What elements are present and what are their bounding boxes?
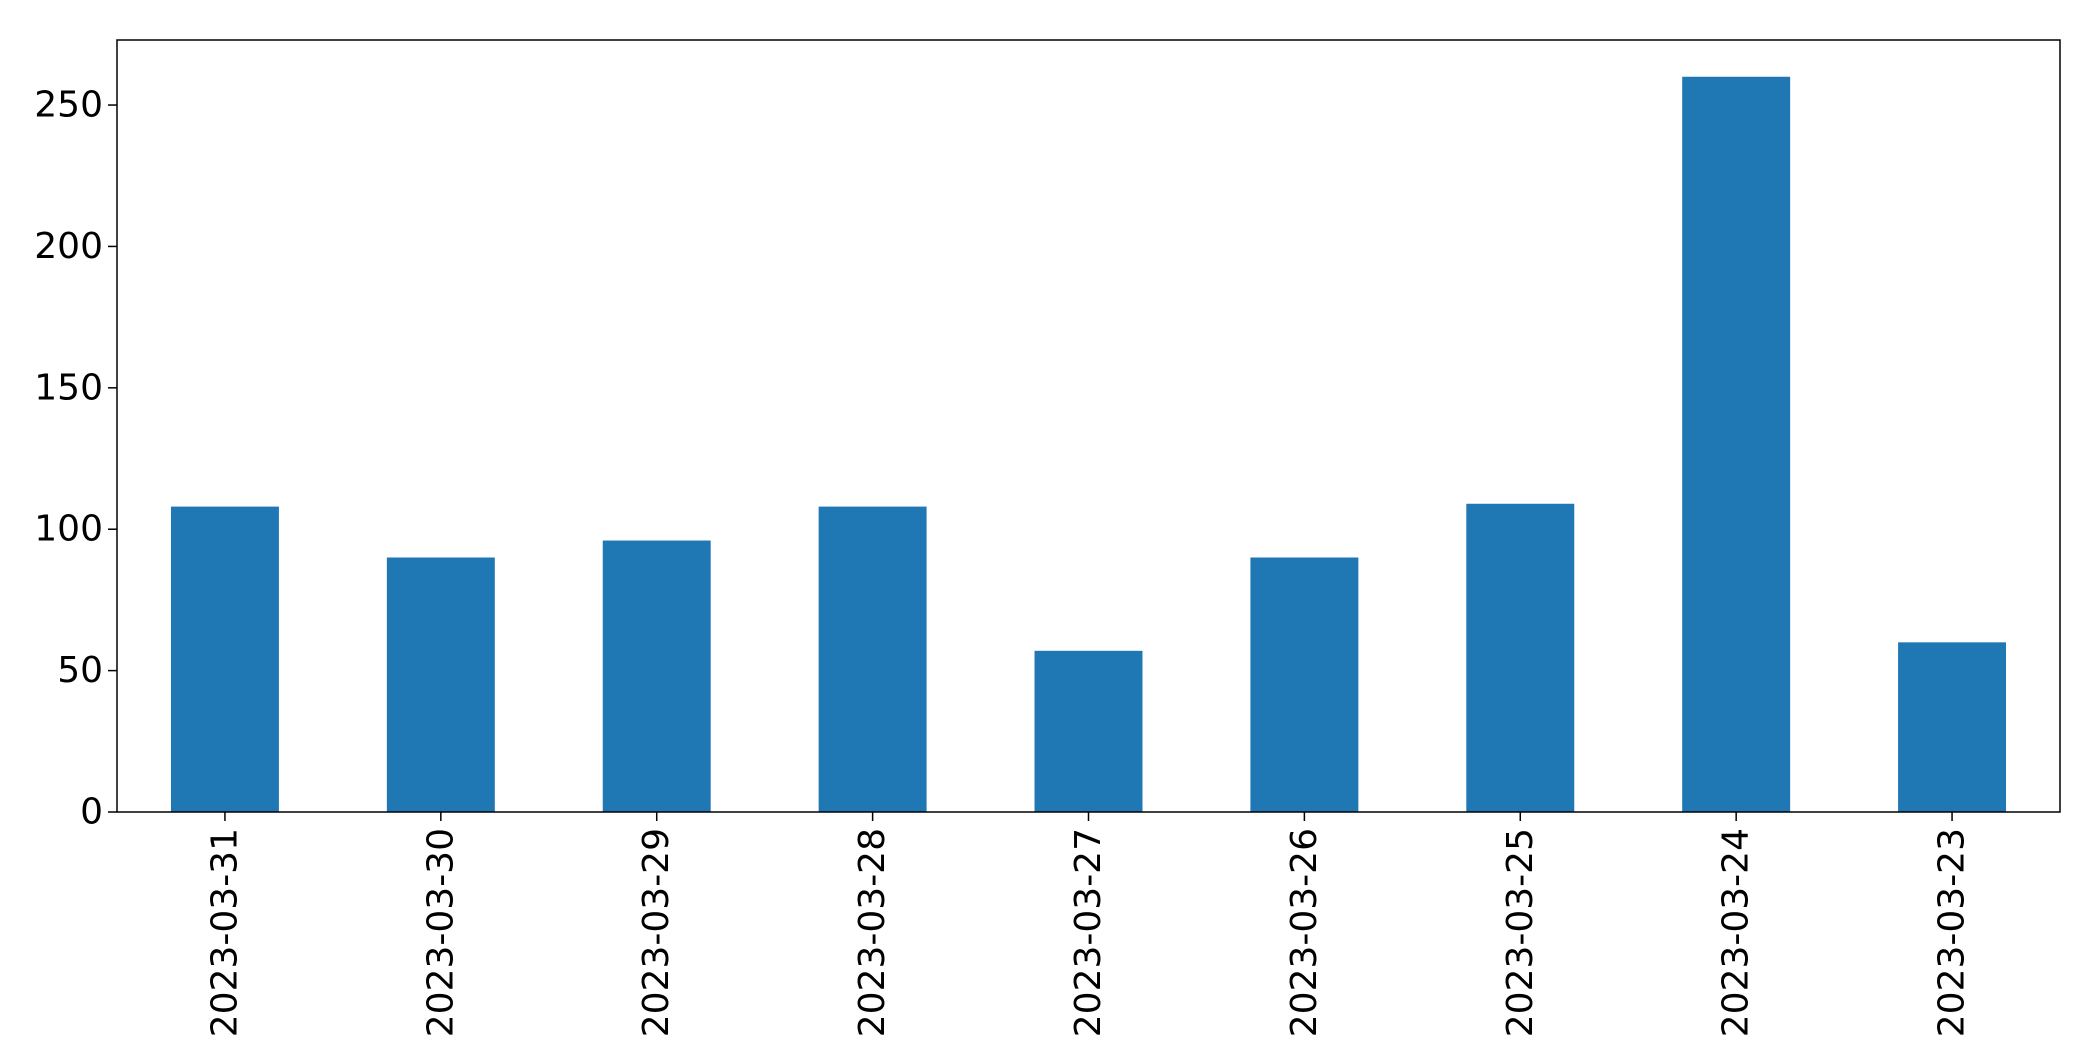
y-axis: 0 50 100 150 200 250 bbox=[34, 85, 117, 833]
plot-frame bbox=[116, 39, 2061, 813]
bar-2023-03-25 bbox=[1466, 503, 1575, 812]
bar-2023-03-24 bbox=[1682, 76, 1791, 812]
x-tick-label: 2023-03-25 bbox=[1500, 828, 1541, 1037]
x-tick-label: 2023-03-23 bbox=[1932, 828, 1973, 1037]
y-tick-label: 100 bbox=[34, 509, 103, 550]
x-tick-label: 2023-03-24 bbox=[1716, 828, 1757, 1037]
y-tick-label: 50 bbox=[57, 650, 103, 691]
bar-2023-03-29 bbox=[602, 540, 711, 812]
x-tick-label: 2023-03-31 bbox=[204, 828, 245, 1037]
bars-group bbox=[170, 76, 2007, 812]
x-tick-label: 2023-03-28 bbox=[852, 828, 893, 1037]
bar-2023-03-26 bbox=[1250, 557, 1359, 812]
x-axis: 2023-03-31 2023-03-30 2023-03-29 2023-03-28… bbox=[204, 812, 1973, 1037]
x-tick-label: 2023-03-26 bbox=[1284, 828, 1325, 1037]
x-tick-label: 2023-03-30 bbox=[420, 828, 461, 1037]
bar-2023-03-27 bbox=[1034, 650, 1143, 812]
x-tick-label: 2023-03-29 bbox=[636, 828, 677, 1037]
x-tick-label: 2023-03-27 bbox=[1068, 828, 1109, 1037]
y-tick-label: 200 bbox=[34, 226, 103, 267]
y-tick-label: 0 bbox=[80, 792, 103, 833]
bar-2023-03-28 bbox=[818, 506, 927, 812]
bar-2023-03-31 bbox=[170, 506, 279, 812]
y-tick-label: 250 bbox=[34, 85, 103, 126]
bar-2023-03-23 bbox=[1898, 642, 2007, 812]
bar-2023-03-30 bbox=[386, 557, 495, 812]
y-tick-label: 150 bbox=[34, 367, 103, 408]
